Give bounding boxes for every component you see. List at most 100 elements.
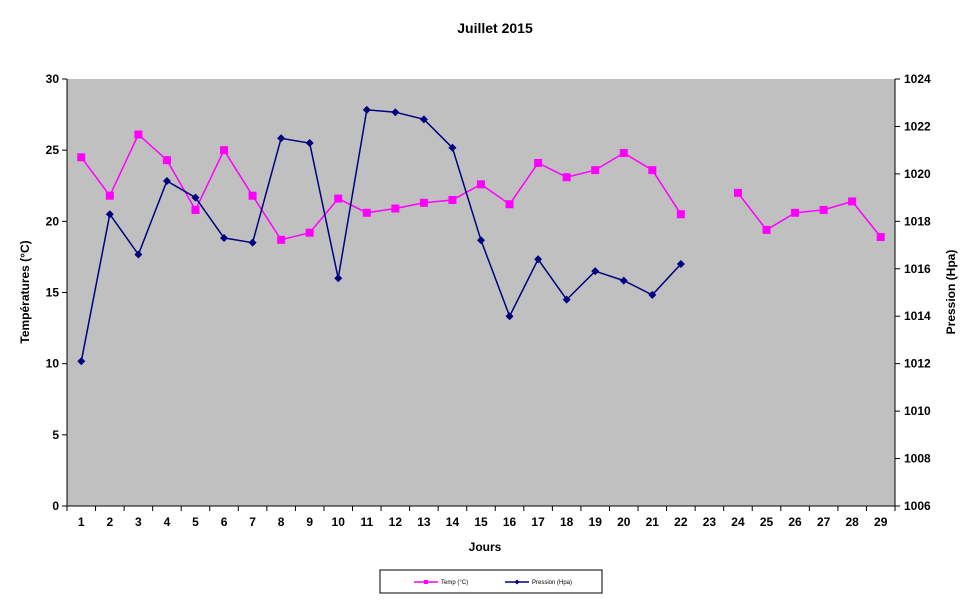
pression-point xyxy=(105,210,114,219)
temp-point xyxy=(819,205,828,214)
temp-point xyxy=(277,235,286,244)
x-tick-label: 26 xyxy=(788,515,802,529)
right-tick-label: 1008 xyxy=(904,452,931,466)
temp-point xyxy=(77,153,86,162)
temp-point xyxy=(134,130,143,139)
temp-point xyxy=(362,208,371,217)
right-tick-label: 1018 xyxy=(904,214,931,228)
temp-point xyxy=(448,195,457,204)
temp-point xyxy=(733,188,742,197)
pression-point xyxy=(534,255,543,264)
right-tick-label: 1016 xyxy=(904,262,931,276)
temp-point xyxy=(248,191,257,200)
left-tick-label: 15 xyxy=(46,286,60,300)
temp-point xyxy=(534,158,543,167)
x-tick-label: 1 xyxy=(78,515,85,529)
x-tick-label: 11 xyxy=(360,515,373,529)
temp-point xyxy=(676,210,685,219)
x-tick-label: 14 xyxy=(446,515,460,529)
x-tick-label: 20 xyxy=(617,515,631,529)
x-tick-label: 25 xyxy=(760,515,774,529)
x-axis-label: Jours xyxy=(469,540,502,554)
pression-point xyxy=(619,276,628,285)
pression-point xyxy=(391,108,400,117)
x-tick-label: 15 xyxy=(474,515,488,529)
pression-point xyxy=(505,312,514,321)
pression-point xyxy=(676,260,685,269)
pression-point xyxy=(419,115,428,124)
temp-point xyxy=(191,205,200,214)
right-tick-label: 1020 xyxy=(904,167,931,181)
legend-pression-marker xyxy=(514,579,520,585)
x-axis: 1 2 3 4 5 6 7 8 9 10 11 12 13 14 15 16 17 18 19 20 21 22 23 24 2… xyxy=(66,505,896,529)
temp-point xyxy=(305,228,314,237)
temp-point xyxy=(419,198,428,207)
x-tick-label: 27 xyxy=(817,515,831,529)
pression-point xyxy=(134,250,143,259)
x-tick-label: 21 xyxy=(646,515,660,529)
temp-point xyxy=(791,208,800,217)
pression-point xyxy=(248,238,257,247)
temp-point xyxy=(848,197,857,206)
right-tick-label: 1022 xyxy=(904,119,931,133)
x-tick-label: 16 xyxy=(503,515,517,529)
x-tick-label: 24 xyxy=(731,515,745,529)
temp-point xyxy=(105,191,114,200)
x-tick-label: 9 xyxy=(306,515,313,529)
pression-point xyxy=(591,267,600,276)
pression-point xyxy=(220,233,229,242)
plot-area xyxy=(67,79,895,506)
x-tick-label: 8 xyxy=(278,515,285,529)
left-tick-label: 0 xyxy=(52,499,59,513)
x-tick-label: 4 xyxy=(164,515,171,529)
temp-point xyxy=(648,166,657,175)
temp-point xyxy=(334,194,343,203)
left-tick-label: 25 xyxy=(46,143,60,157)
right-tick-label: 1006 xyxy=(904,499,931,513)
right-tick-label: 1024 xyxy=(904,72,931,86)
legend-temp-label: Temp (°C) xyxy=(441,580,468,586)
left-axis: 0 5 10 15 20 25 30 xyxy=(46,72,68,513)
pression-point xyxy=(334,274,343,283)
temp-point xyxy=(505,200,514,209)
series-layer xyxy=(77,105,885,366)
temp-series-line xyxy=(80,133,682,241)
right-tick-label: 1014 xyxy=(904,309,931,323)
x-tick-label: 10 xyxy=(332,515,346,529)
x-tick-label: 12 xyxy=(389,515,403,529)
pression-point xyxy=(362,105,371,114)
x-tick-label: 23 xyxy=(703,515,717,529)
temp-point xyxy=(591,166,600,175)
right-tick-label: 1010 xyxy=(904,404,931,418)
x-tick-label: 5 xyxy=(192,515,199,529)
x-tick-label: 7 xyxy=(249,515,256,529)
temp-point xyxy=(619,149,628,158)
temp-series-line xyxy=(737,192,882,238)
pression-point xyxy=(648,290,657,299)
y2-axis-label: Pression (Hpa) xyxy=(944,250,958,335)
left-tick-label: 5 xyxy=(52,428,59,442)
left-tick-label: 20 xyxy=(46,214,60,228)
left-tick-label: 30 xyxy=(46,72,60,86)
x-tick-label: 18 xyxy=(560,515,574,529)
temp-point xyxy=(162,156,171,165)
pression-point xyxy=(448,143,457,152)
legend: Temp (°C) Pression (Hpa) xyxy=(379,569,603,594)
temp-point xyxy=(220,146,229,155)
pression-point xyxy=(477,236,485,245)
legend-pression-label: Pression (Hpa) xyxy=(532,580,572,586)
x-tick-label: 13 xyxy=(417,515,431,529)
x-tick-label: 6 xyxy=(221,515,228,529)
right-axis: 1006 1008 1010 1012 1014 1016 1018 1020 1022 1024 xyxy=(894,72,931,513)
right-tick-label: 1012 xyxy=(904,357,931,371)
x-tick-label: 22 xyxy=(674,515,688,529)
chart-title: Juillet 2015 xyxy=(457,20,533,36)
temp-point xyxy=(391,204,400,213)
temp-point xyxy=(477,180,485,189)
pression-point xyxy=(562,295,571,304)
pression-point xyxy=(191,193,200,202)
x-tick-label: 19 xyxy=(589,515,603,529)
temp-point xyxy=(762,225,771,234)
x-tick-label: 28 xyxy=(845,515,859,529)
